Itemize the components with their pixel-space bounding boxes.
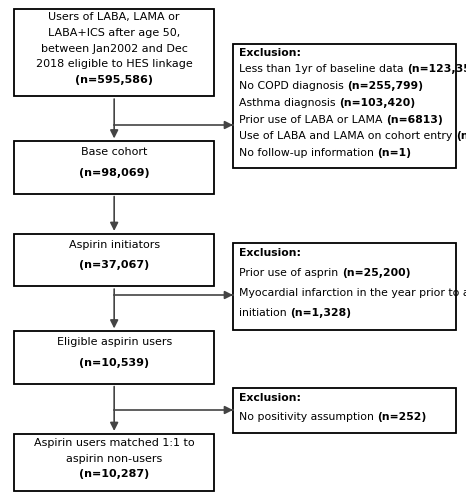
Text: Prior use of LABA or LAMA: Prior use of LABA or LAMA [239, 114, 386, 124]
Text: Exclusion:: Exclusion: [239, 48, 301, 58]
Text: (n=98,069): (n=98,069) [79, 168, 150, 177]
Text: No follow-up information: No follow-up information [239, 148, 377, 158]
Text: Asthma diagnosis: Asthma diagnosis [239, 98, 339, 108]
Bar [233, 242, 456, 330]
Text: (n=595,586): (n=595,586) [75, 75, 153, 85]
Text: Exclusion:: Exclusion: [239, 393, 301, 403]
Text: Myocardial infarction in the year prior to aspirin: Myocardial infarction in the year prior … [239, 288, 466, 298]
Text: (n=1): (n=1) [377, 148, 411, 158]
Text: (n=10,287): (n=10,287) [79, 470, 149, 480]
Text: (n=123,352): (n=123,352) [407, 64, 466, 74]
Text: Less than 1yr of baseline data: Less than 1yr of baseline data [239, 64, 407, 74]
Text: 2018 eligible to HES linkage: 2018 eligible to HES linkage [36, 59, 192, 69]
Text: Aspirin users matched 1:1 to: Aspirin users matched 1:1 to [34, 438, 194, 448]
Bar [14, 8, 214, 96]
Text: Eligible aspirin users: Eligible aspirin users [56, 338, 172, 347]
Bar [14, 141, 214, 194]
Text: initiation: initiation [239, 308, 290, 318]
Text: (n=1,328): (n=1,328) [290, 308, 351, 318]
Text: Base cohort: Base cohort [81, 148, 147, 158]
Text: (n=103,420): (n=103,420) [339, 98, 415, 108]
Text: LABA+ICS after age 50,: LABA+ICS after age 50, [48, 28, 180, 38]
Text: (n=10,539): (n=10,539) [79, 358, 149, 368]
Text: Aspirin initiators: Aspirin initiators [69, 240, 160, 250]
Bar [14, 234, 214, 286]
Text: No COPD diagnosis: No COPD diagnosis [239, 81, 347, 91]
Text: (n=255,799): (n=255,799) [347, 81, 423, 91]
Text: Exclusion:: Exclusion: [239, 248, 301, 258]
Text: (n=37,067): (n=37,067) [79, 260, 149, 270]
Text: (n=252): (n=252) [377, 412, 427, 422]
Text: (n=8132): (n=8132) [456, 132, 466, 141]
Text: Use of LABA and LAMA on cohort entry: Use of LABA and LAMA on cohort entry [239, 132, 456, 141]
Text: No positivity assumption: No positivity assumption [239, 412, 377, 422]
Text: Prior use of asprin: Prior use of asprin [239, 268, 342, 278]
Bar [14, 434, 214, 491]
Text: between Jan2002 and Dec: between Jan2002 and Dec [41, 44, 188, 54]
Text: (n=25,200): (n=25,200) [342, 268, 410, 278]
Bar [233, 388, 456, 432]
Bar [14, 332, 214, 384]
Text: aspirin non-users: aspirin non-users [66, 454, 162, 464]
Bar [233, 44, 456, 168]
Text: Users of LABA, LAMA or: Users of LABA, LAMA or [48, 12, 180, 22]
Text: (n=6813): (n=6813) [386, 114, 443, 124]
